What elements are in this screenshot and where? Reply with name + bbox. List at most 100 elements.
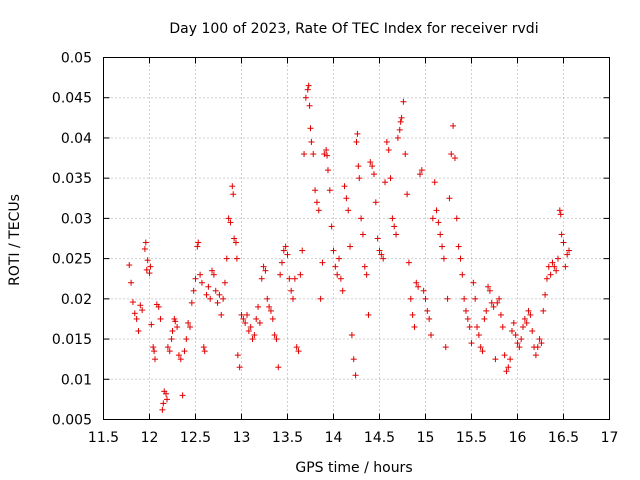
x-tick-label: 13 [233,430,251,446]
data-point [354,130,361,137]
x-tick-label: 11.5 [88,430,119,446]
data-point [404,191,411,198]
data-point [147,263,154,270]
data-point [302,94,309,101]
data-point [536,336,543,343]
y-tick-label: 0.005 [52,413,92,429]
data-point [553,267,560,274]
data-point [512,332,519,339]
data-point [459,271,466,278]
data-point [347,243,354,250]
data-point [336,255,343,262]
data-point [330,247,337,254]
data-point [520,323,527,330]
data-point [157,315,164,322]
data-point [255,303,262,310]
data-point [355,163,362,170]
y-tick-label: 0.025 [52,252,92,268]
x-axis-ticks: 11.5 12 12.5 13 13.5 14 14.5 15 15.5 16 16.5 17 [88,57,618,446]
data-point [391,223,398,230]
data-point [525,307,532,314]
data-point [435,219,442,226]
data-point [328,223,335,230]
data-point [339,287,346,294]
data-point [466,323,473,330]
data-point [518,336,525,343]
data-point [293,344,300,351]
data-point [291,275,298,282]
data-point [407,295,414,302]
data-point [451,155,458,162]
data-point [486,287,493,294]
data-point [223,255,230,262]
data-point [273,336,280,343]
data-point [205,283,212,290]
y-tick-label: 0.045 [52,91,92,107]
data-point [501,352,508,359]
y-tick-label: 0.02 [61,292,92,308]
data-point [507,356,514,363]
data-point [238,311,245,318]
data-point [446,195,453,202]
data-point [295,348,302,355]
data-point [308,138,315,145]
data-point [545,263,552,270]
data-points [126,82,573,413]
data-point [275,364,282,371]
data-point [164,344,171,351]
plot-frame [103,57,610,420]
y-tick-label: 0.035 [52,171,92,187]
data-point [324,167,331,174]
data-point [363,271,370,278]
data-point [159,406,166,413]
x-tick-label: 15 [417,430,435,446]
data-point [284,251,291,258]
chart-title: Day 100 of 2023, Rate Of TEC Index for r… [169,21,538,37]
x-tick-label: 15.5 [456,430,487,446]
data-point [234,352,241,359]
data-point [474,323,481,330]
data-point [521,315,528,322]
x-tick-label: 14.5 [364,430,395,446]
data-point [174,323,181,330]
data-point [128,279,135,286]
data-point [262,267,269,274]
data-point [540,307,547,314]
data-point [543,275,550,282]
data-point [317,295,324,302]
data-point [186,323,193,330]
data-point [547,271,554,278]
data-point [133,315,140,322]
data-point [203,291,210,298]
data-point [380,255,387,262]
data-point [352,372,359,379]
data-point [529,328,536,335]
data-point [337,275,344,282]
data-point [218,311,225,318]
data-point [324,152,331,159]
data-point [516,344,523,351]
data-point [374,235,381,242]
x-tick-label: 16 [509,430,527,446]
data-point [280,247,287,254]
data-point [229,183,236,190]
data-point [210,271,217,278]
data-point [397,118,404,125]
data-point [143,266,150,273]
data-point [343,195,350,202]
data-point [562,263,569,270]
data-point [457,255,464,262]
data-point [225,215,232,222]
data-point [422,295,429,302]
data-point [240,315,247,322]
data-point [383,138,390,145]
data-point [185,319,192,326]
data-point [230,191,237,198]
data-point [369,163,376,170]
data-point [420,287,427,294]
data-point [385,147,392,154]
data-point [527,311,534,318]
data-point [326,187,333,194]
data-point [394,134,401,141]
